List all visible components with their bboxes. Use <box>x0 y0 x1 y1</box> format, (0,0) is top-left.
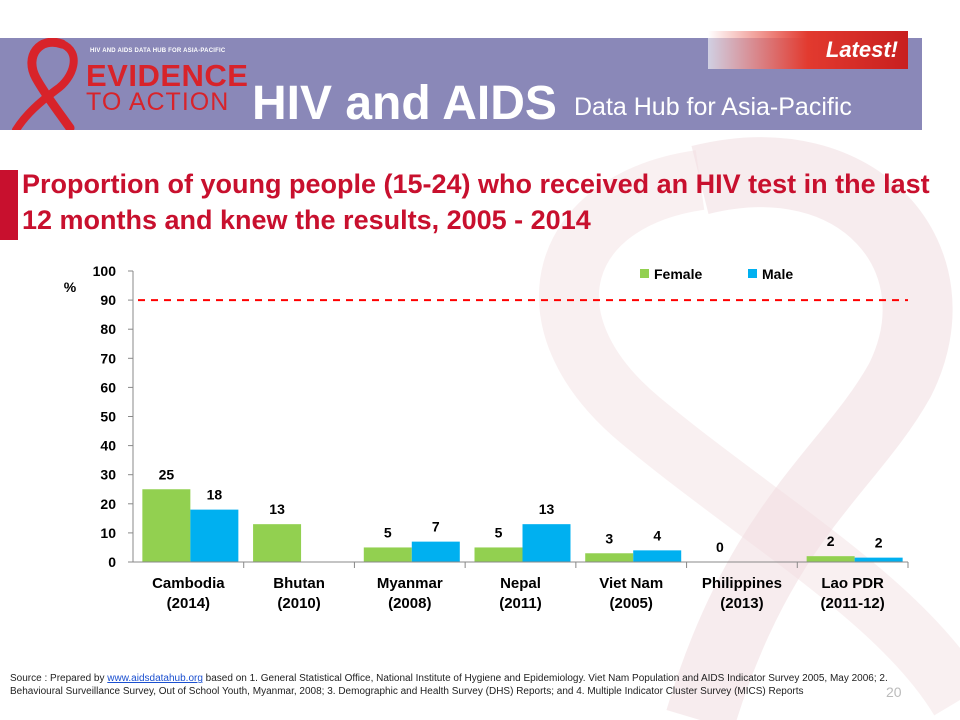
y-tick-label: 100 <box>93 263 117 279</box>
bar-male <box>411 541 460 562</box>
x-tick-label: Philippines <box>702 575 782 592</box>
source-note: Source : Prepared by www.aidsdatahub.org… <box>10 672 930 698</box>
y-tick-label: 90 <box>100 292 116 308</box>
slide-number: 20 <box>886 684 902 700</box>
source-link[interactable]: www.aidsdatahub.org <box>107 673 203 684</box>
x-tick-label: Cambodia <box>152 575 225 592</box>
logo-tagline: HIV AND AIDS DATA HUB FOR ASIA-PACIFIC <box>90 48 226 54</box>
x-tick-label-period: (2013) <box>720 595 763 612</box>
bar-male <box>854 557 903 562</box>
data-label-male: 7 <box>432 519 440 535</box>
legend-label-female: Female <box>654 266 702 282</box>
y-axis-label: % <box>64 279 77 295</box>
bar-male <box>522 524 571 562</box>
x-tick-label: Lao PDR <box>821 575 884 592</box>
data-label-female: 0 <box>716 539 724 555</box>
y-tick-label: 0 <box>108 554 116 570</box>
y-tick-label: 70 <box>100 350 116 366</box>
hub-title: HIV and AIDS <box>252 77 557 130</box>
y-tick-label: 60 <box>100 379 116 395</box>
x-tick-label-period: (2005) <box>610 595 653 612</box>
bar-female <box>806 556 855 562</box>
legend: Female Male <box>640 266 793 282</box>
legend-label-male: Male <box>762 266 793 282</box>
title-accent-bar <box>0 170 18 240</box>
bar-female <box>585 553 634 562</box>
y-tick-label: 50 <box>100 409 116 425</box>
x-tick-label: Bhutan <box>273 575 325 592</box>
data-label-female: 13 <box>269 501 285 517</box>
x-tick-label: Myanmar <box>377 575 443 592</box>
y-tick-label: 40 <box>100 438 116 454</box>
latest-label: Latest! <box>825 37 898 62</box>
data-label-female: 2 <box>827 533 835 549</box>
data-label-male: 18 <box>207 487 223 503</box>
y-tick-label: 30 <box>100 467 116 483</box>
logo-evidence-text: EVIDENCE <box>86 58 249 93</box>
bar-male <box>633 550 682 562</box>
red-ribbon-icon <box>12 37 78 134</box>
x-tick-label-period: (2011-12) <box>821 595 885 612</box>
legend-swatch-female <box>640 269 649 278</box>
legend-swatch-male <box>748 269 757 278</box>
bar-male <box>190 509 239 562</box>
logo-action-text: TO ACTION <box>86 88 230 116</box>
source-prefix: Source : Prepared by <box>10 673 108 684</box>
logo <box>0 37 250 134</box>
data-label-female: 5 <box>495 524 503 540</box>
bar-female <box>363 547 412 562</box>
data-label-male: 4 <box>653 527 661 543</box>
bar-female <box>474 547 523 562</box>
x-tick-label-period: (2014) <box>167 595 210 612</box>
bar-female <box>253 524 302 562</box>
x-tick-label-period: (2010) <box>277 595 320 612</box>
x-tick-label-period: (2008) <box>388 595 431 612</box>
source-text: based on 1. General Statistical Office, … <box>10 673 888 697</box>
y-tick-label: 80 <box>100 321 116 337</box>
data-label-female: 3 <box>605 530 613 546</box>
data-label-male: 2 <box>875 535 883 551</box>
data-label-female: 5 <box>384 524 392 540</box>
chart-title: Proportion of young people (15-24) who r… <box>22 169 930 235</box>
y-tick-label: 10 <box>100 525 116 541</box>
latest-button[interactable]: Latest! <box>708 31 908 69</box>
x-tick-label: Viet Nam <box>599 575 663 592</box>
data-label-male: 13 <box>539 501 555 517</box>
y-tick-label: 20 <box>100 496 116 512</box>
hub-subtitle: Data Hub for Asia-Pacific <box>574 93 852 121</box>
bar-female <box>142 489 191 562</box>
x-tick-label: Nepal <box>500 575 541 592</box>
x-tick-label-period: (2011) <box>499 595 542 612</box>
data-label-female: 25 <box>159 466 175 482</box>
